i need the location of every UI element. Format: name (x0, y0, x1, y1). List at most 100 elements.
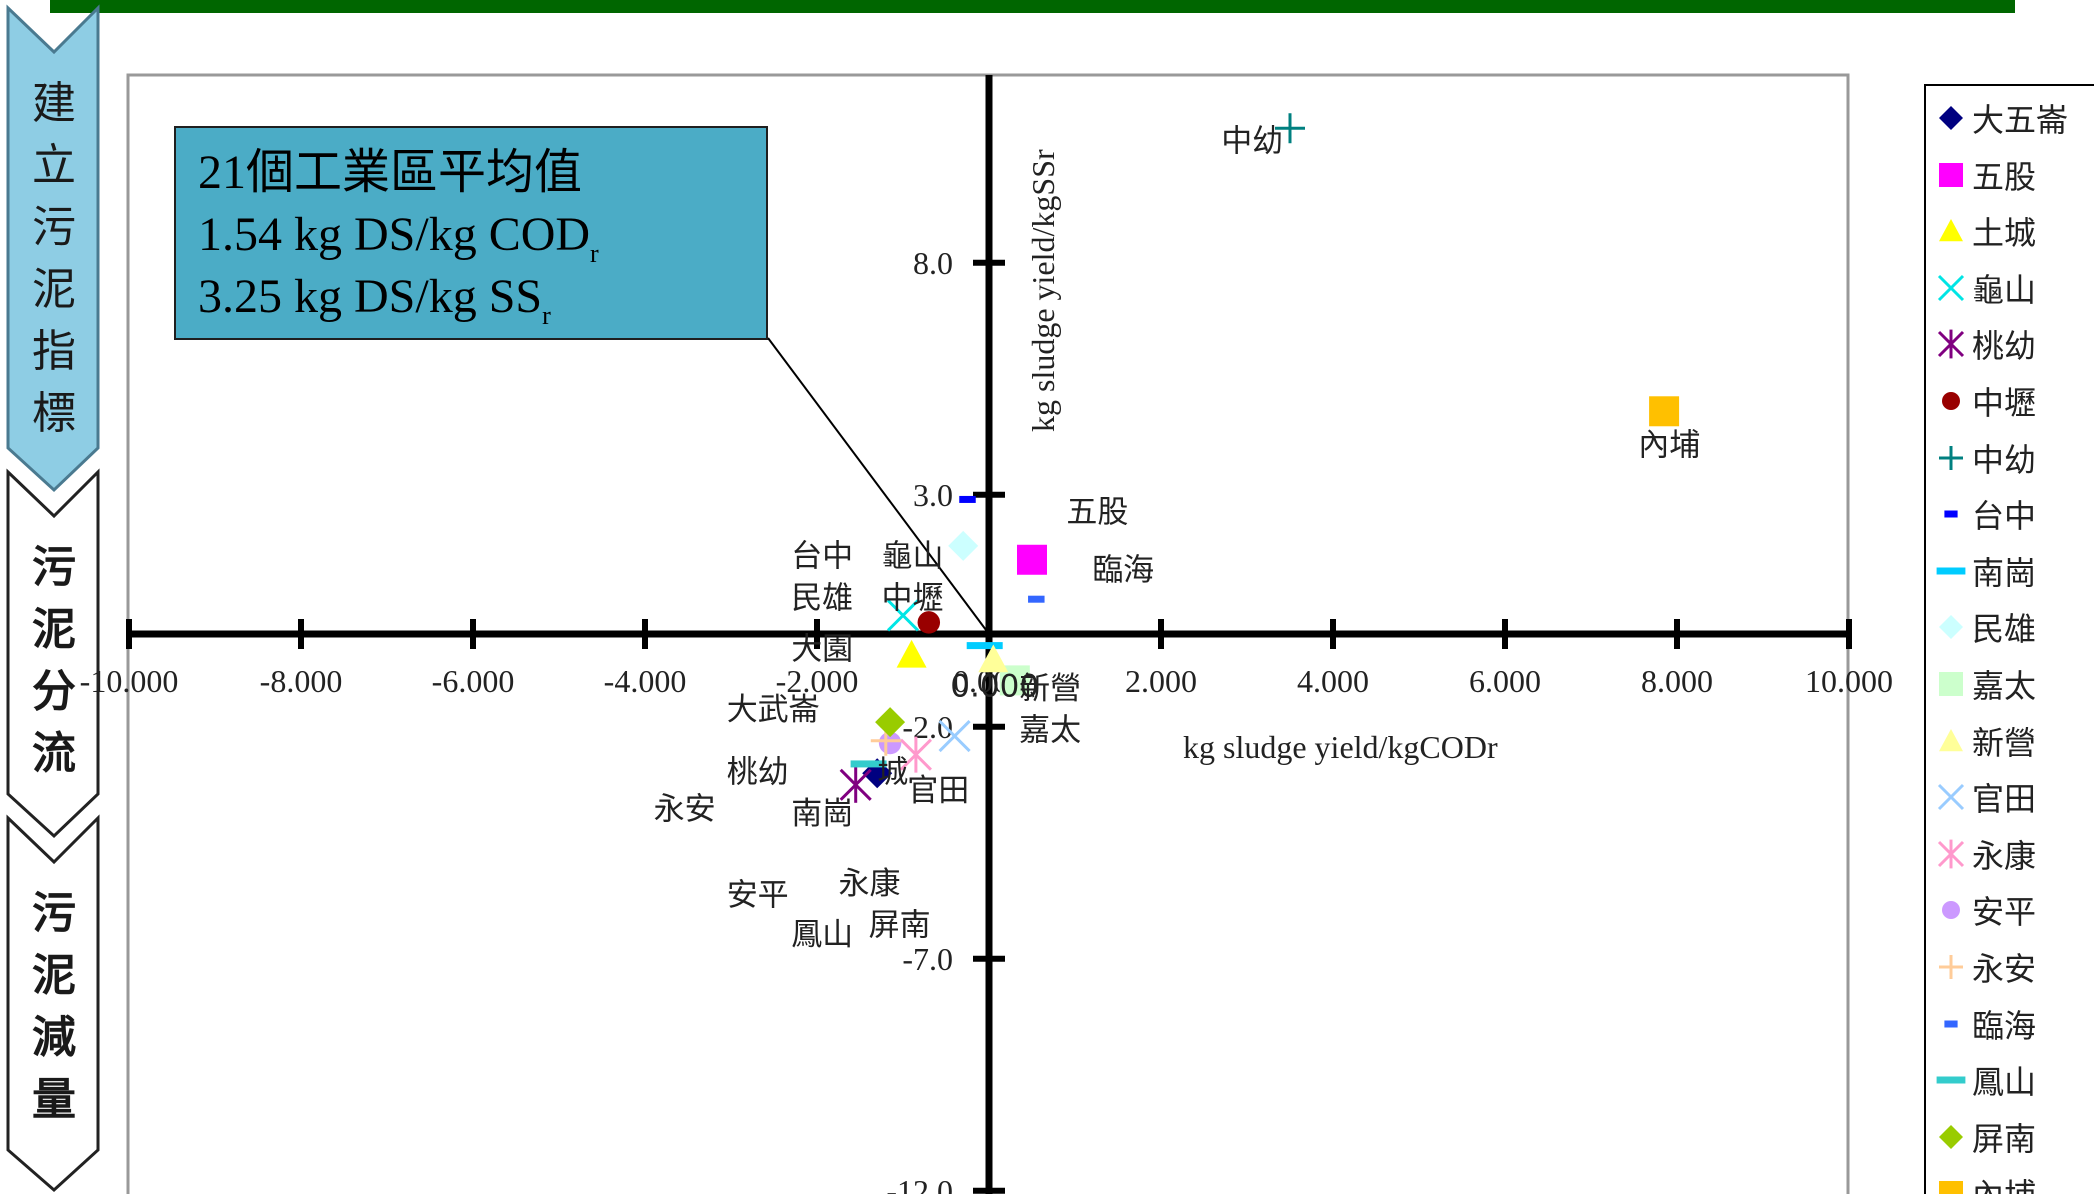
point-label: 台中 (791, 539, 853, 575)
legend-label: 大五崙 (1972, 101, 2069, 139)
legend-label: 龜山 (1972, 270, 2037, 309)
legend-marker (1937, 839, 1965, 869)
point-label: 內埔 (1638, 427, 1700, 463)
legend-marker (1937, 329, 1965, 359)
legend-item[interactable]: 南崗 (1934, 551, 2036, 592)
point-label: 南崗 (791, 796, 853, 832)
point-label: 中壢 (882, 580, 944, 616)
legend-label: 安平 (1972, 893, 2037, 932)
data-point-17 (1028, 595, 1045, 603)
y-tick-label: -7.0 (902, 941, 953, 977)
data-point-14 (899, 736, 932, 773)
y-tick-label: 3.0 (913, 477, 953, 513)
point-label: 永康 (839, 866, 901, 902)
legend-marker (1937, 784, 1965, 811)
legend-item[interactable]: 嘉太 (1934, 664, 2037, 705)
point-label: 臨海 (1092, 553, 1154, 589)
title-bar (50, 0, 2015, 13)
legend-marker (1936, 567, 1966, 575)
legend-marker (1937, 274, 1965, 301)
legend-label: 官田 (1972, 780, 2037, 819)
point-label: 嘉太 (1019, 713, 1081, 749)
point-label: 大園 (791, 632, 853, 668)
point-label: 屏南 (869, 908, 931, 944)
point-label: 鳳山 (791, 917, 853, 953)
nav-step-sludge-reduction[interactable] (6, 814, 100, 1193)
legend-item[interactable]: 五股 (1934, 155, 2037, 196)
legend-label: 桃幼 (1972, 327, 2037, 366)
legend-item[interactable]: 中幼 (1934, 438, 2036, 479)
x-tick-label: -8.000 (260, 663, 343, 699)
legend-item[interactable]: 臨海 (1934, 1004, 2036, 1045)
data-point-9 (966, 642, 1003, 650)
legend-marker (1939, 672, 1963, 696)
legend-marker (1939, 445, 1963, 470)
legend-label: 內埔 (1972, 1170, 2036, 1194)
callout-line-3: 3.25 kg DS/kg SSr (198, 270, 551, 330)
legend-item[interactable]: 桃幼 (1934, 324, 2037, 366)
legend-label: 土城 (1972, 214, 2037, 253)
x-tick-label: -10.000 (80, 663, 179, 699)
data-point-10 (948, 530, 979, 561)
legend-item[interactable]: 中壢 (1934, 381, 2037, 422)
data-points (839, 113, 1680, 803)
legend-item[interactable]: 安平 (1934, 890, 2037, 932)
point-label: 桃幼 (727, 754, 789, 790)
nav-label-sludge-reduction: 污泥減量 (32, 888, 76, 1125)
legend-label: 五股 (1972, 157, 2037, 196)
legend-marker (1944, 1020, 1958, 1028)
data-point-19 (875, 707, 906, 738)
legend-item[interactable]: 大五崙 (1934, 98, 2069, 139)
x-tick-label: 6.000 (1469, 663, 1541, 699)
legend-marker (1942, 392, 1960, 410)
nav-step-build-index[interactable] (6, 4, 100, 493)
y-tick-label: 8.0 (913, 245, 953, 281)
point-label: 龜山 (882, 539, 944, 575)
callout-line-1: 21個工業區平均值 (198, 146, 583, 199)
legend-item[interactable]: 永安 (1934, 947, 2037, 988)
x-tick-label: -6.000 (432, 663, 515, 699)
legend-item[interactable]: 永康 (1934, 834, 2036, 875)
data-point-6 (917, 611, 941, 634)
x-axis-label: kg sludge yield/kgCODr (1183, 729, 1498, 765)
x-tick-label: 10.000 (1805, 663, 1893, 699)
side-navigation: 建立污泥指標 污泥分流 污泥減量 (6, 4, 100, 1193)
legend-item[interactable]: 龜山 (1934, 268, 2037, 309)
point-label: 永安 (654, 792, 716, 828)
legend-marker (1944, 510, 1958, 518)
legend-marker (1939, 106, 1963, 130)
legend-label: 台中 (1972, 497, 2037, 536)
legend-item[interactable]: 官田 (1934, 777, 2037, 819)
legend-marker (1939, 219, 1963, 242)
x-tick-label: -2.000 (776, 663, 859, 699)
point-label: 大武崙 (727, 692, 820, 728)
data-point-18 (850, 760, 887, 768)
legend-item[interactable]: 屏南 (1934, 1117, 2036, 1158)
nav-label-sludge-diversion: 污泥分流 (32, 542, 76, 779)
data-point-7 (1275, 113, 1305, 144)
nav-step-sludge-diversion[interactable] (6, 468, 100, 839)
y-tick-label: -12.0 (886, 1173, 953, 1194)
data-point-20 (1649, 396, 1680, 427)
data-point-8 (959, 495, 976, 503)
legend-item[interactable]: 內埔 (1934, 1173, 2036, 1194)
legend-item[interactable]: 台中 (1934, 494, 2037, 536)
legend-label: 永安 (1972, 950, 2037, 988)
point-label: 民雄 (791, 580, 853, 616)
legend-label: 中壢 (1972, 384, 2037, 422)
legend-marker (1939, 728, 1963, 751)
callout-leader-line (767, 337, 990, 635)
legend-marker (1939, 1181, 1963, 1194)
data-point-12 (978, 644, 1009, 673)
legend-label: 嘉太 (1972, 667, 2037, 705)
legend-item[interactable]: 鳳山 (1934, 1060, 2036, 1101)
point-label: 城 (877, 754, 908, 790)
legend-marker (1942, 901, 1960, 920)
legend-marker (1939, 162, 1963, 187)
legend-item[interactable]: 土城 (1934, 211, 2037, 253)
legend-item[interactable]: 民雄 (1934, 607, 2036, 648)
legend-item[interactable]: 新營 (1934, 721, 2036, 762)
x-tick-label: 8.000 (1641, 663, 1713, 699)
